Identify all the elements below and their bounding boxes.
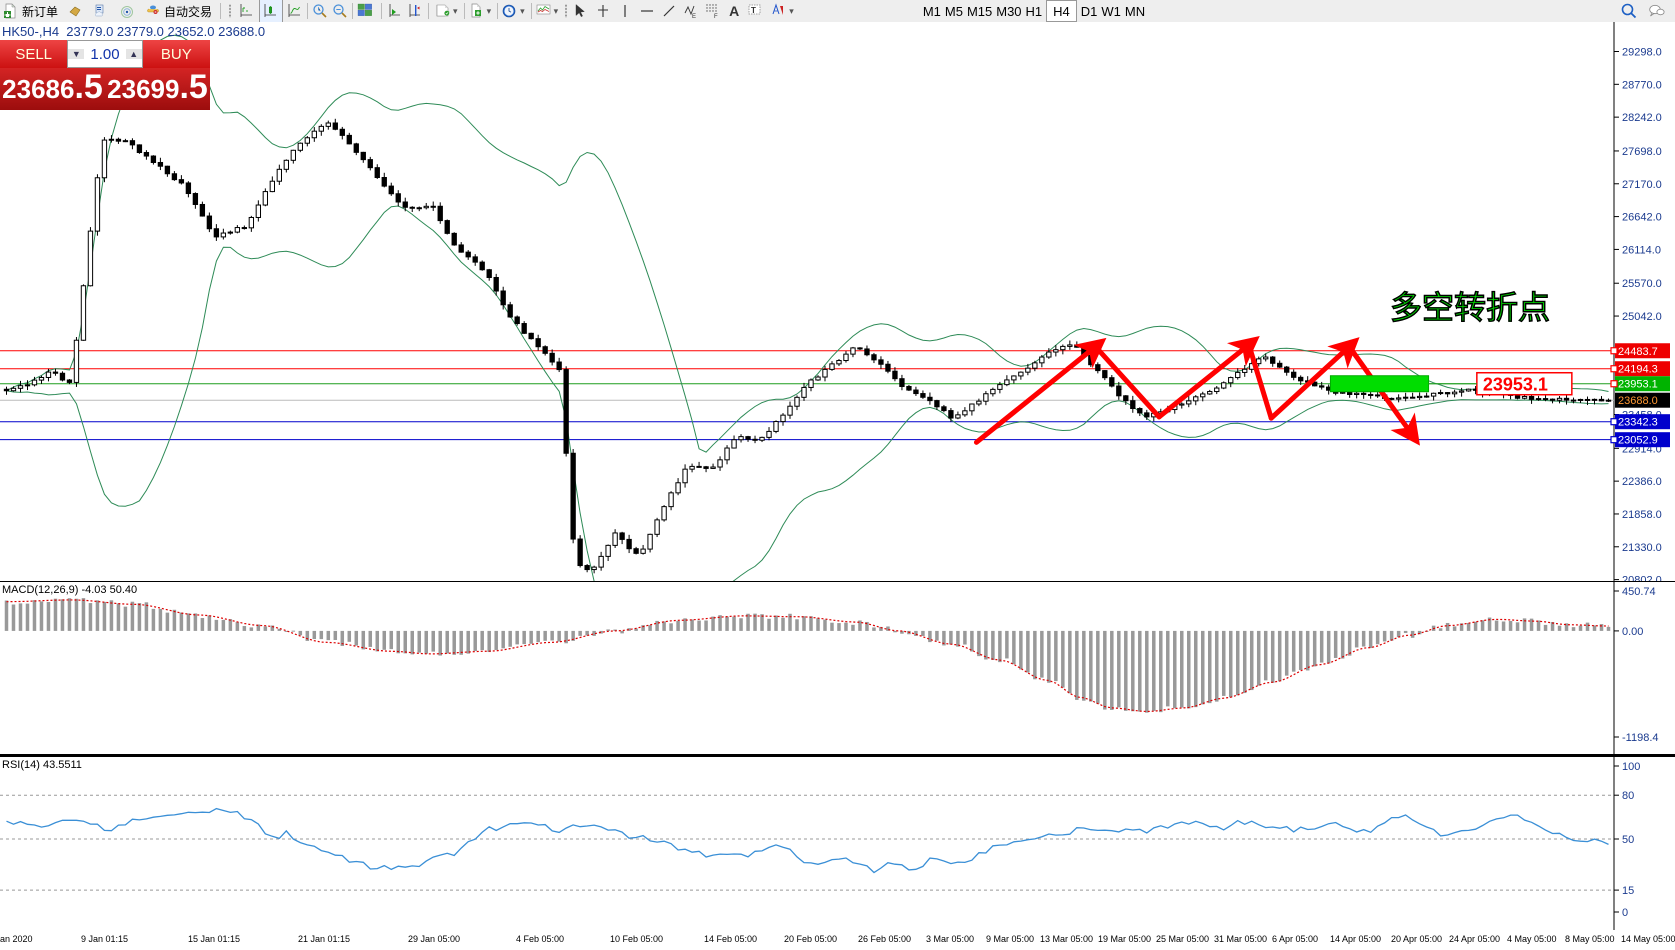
svg-text:E: E — [692, 14, 696, 19]
svg-text:23688.0: 23688.0 — [1618, 395, 1658, 407]
svg-text:450.74: 450.74 — [1622, 586, 1656, 598]
svg-text:25042.0: 25042.0 — [1622, 311, 1662, 323]
svg-text:23052.9: 23052.9 — [1618, 435, 1658, 447]
svg-text:23953.1: 23953.1 — [1618, 379, 1658, 391]
svg-text:多空转折点: 多空转折点 — [1390, 290, 1550, 326]
svg-text:26642.0: 26642.0 — [1622, 212, 1662, 224]
svg-text:27170.0: 27170.0 — [1622, 179, 1662, 191]
svg-text:28770.0: 28770.0 — [1622, 79, 1662, 91]
svg-text:100: 100 — [1622, 761, 1640, 773]
svg-text:24194.3: 24194.3 — [1618, 364, 1658, 376]
svg-text:RSI(14) 43.5511: RSI(14) 43.5511 — [2, 759, 82, 771]
svg-text:21330.0: 21330.0 — [1622, 542, 1662, 554]
svg-text:24483.7: 24483.7 — [1618, 346, 1658, 358]
svg-text:22386.0: 22386.0 — [1622, 476, 1662, 488]
svg-text:21858.0: 21858.0 — [1622, 509, 1662, 521]
svg-text:0.00: 0.00 — [1622, 626, 1643, 638]
svg-text:29298.0: 29298.0 — [1622, 47, 1662, 59]
svg-text:T: T — [751, 6, 756, 15]
svg-text:23342.3: 23342.3 — [1618, 417, 1658, 429]
svg-text:0: 0 — [1622, 907, 1628, 919]
svg-text:25570.0: 25570.0 — [1622, 278, 1662, 290]
svg-text:27698.0: 27698.0 — [1622, 146, 1662, 158]
svg-text:26114.0: 26114.0 — [1622, 244, 1661, 256]
svg-text:15: 15 — [1622, 885, 1634, 897]
svg-text:28242.0: 28242.0 — [1622, 112, 1662, 124]
svg-text:MACD(12,26,9) -4.03 50.40: MACD(12,26,9) -4.03 50.40 — [2, 584, 137, 596]
svg-text:F: F — [714, 14, 718, 19]
svg-text:-1198.4: -1198.4 — [1622, 732, 1659, 744]
svg-text:80: 80 — [1622, 790, 1634, 802]
svg-text:23953.1: 23953.1 — [1483, 375, 1548, 395]
svg-text:50: 50 — [1622, 834, 1634, 846]
